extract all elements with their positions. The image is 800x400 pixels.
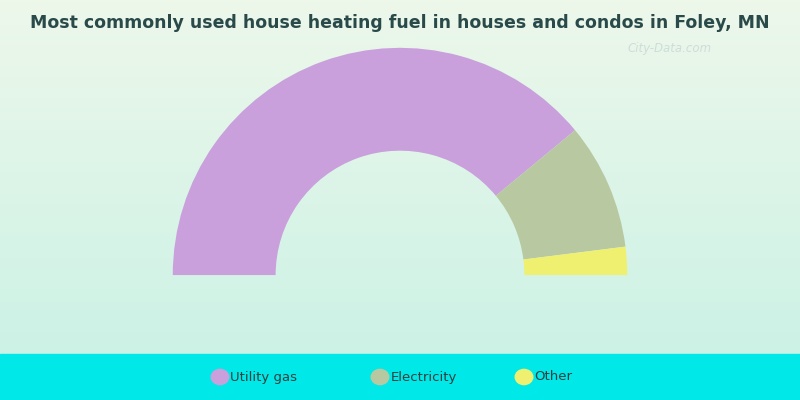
- Text: City-Data.com: City-Data.com: [627, 42, 711, 56]
- Text: Electricity: Electricity: [390, 370, 457, 384]
- Wedge shape: [523, 246, 627, 275]
- Text: Utility gas: Utility gas: [230, 370, 298, 384]
- Wedge shape: [173, 48, 575, 275]
- Text: Other: Other: [534, 370, 573, 384]
- Text: Most commonly used house heating fuel in houses and condos in Foley, MN: Most commonly used house heating fuel in…: [30, 14, 770, 32]
- Bar: [0, 354, 800, 400]
- Wedge shape: [496, 130, 626, 260]
